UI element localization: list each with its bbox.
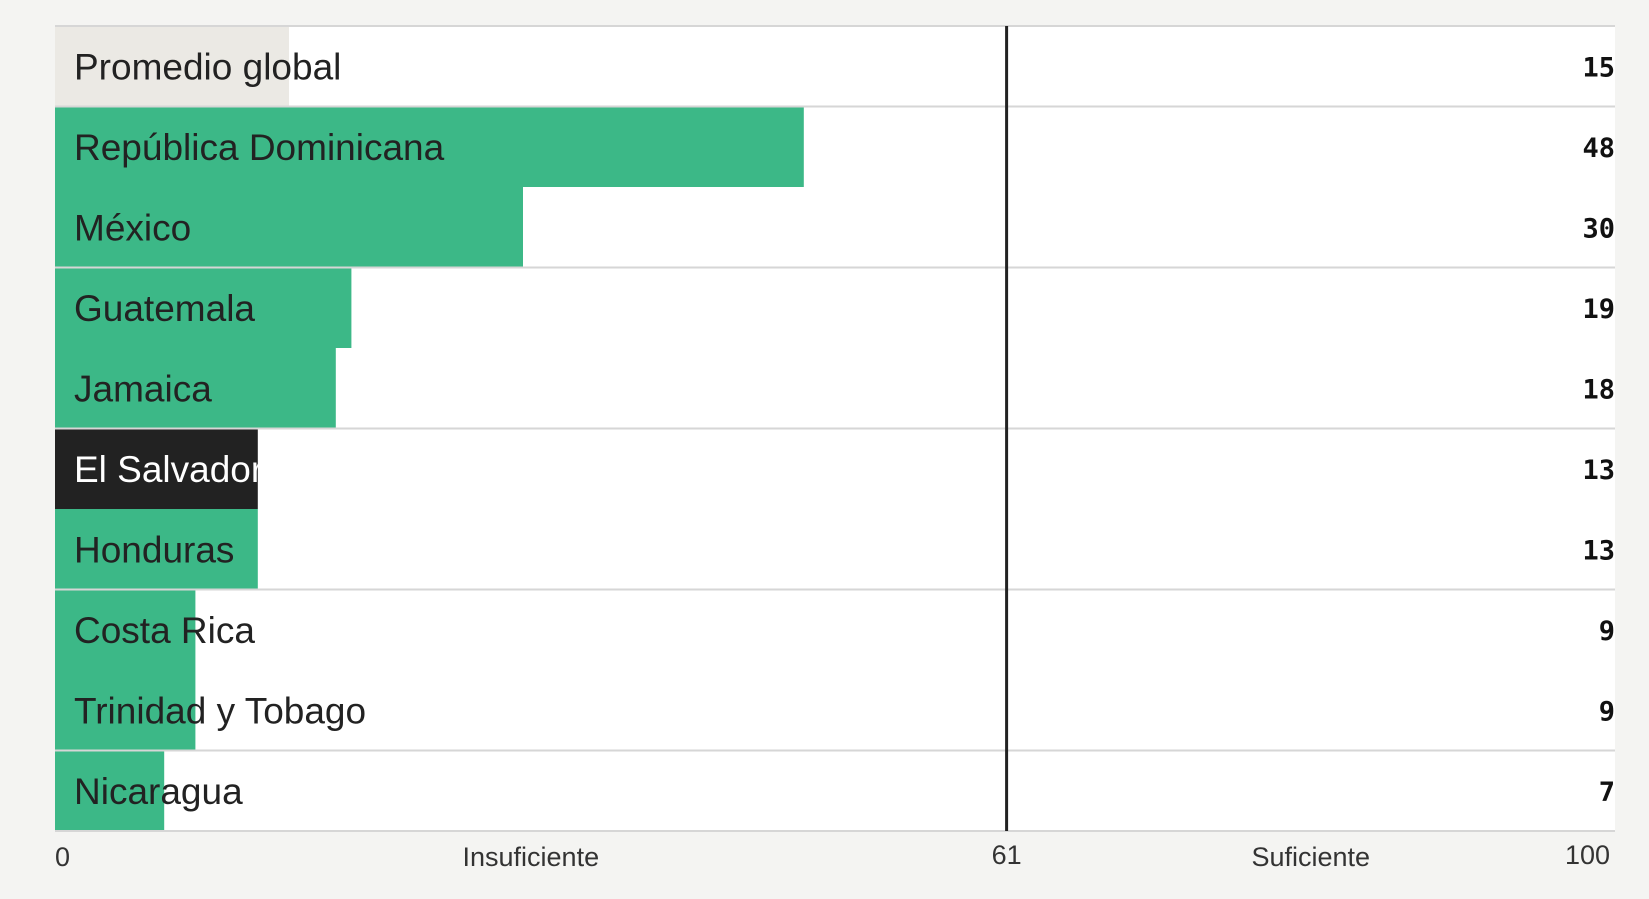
labels-layer: Promedio global 15 República Dominicana 48 M… xyxy=(74,46,1615,812)
category-label-promedio-global: Promedio global xyxy=(74,46,341,87)
category-label-republica-dominicana: República Dominicana xyxy=(74,127,445,168)
category-label-mexico: México xyxy=(74,207,191,248)
value-label-mexico: 30 xyxy=(1582,213,1615,244)
category-label-jamaica: Jamaica xyxy=(74,368,212,409)
bar-guatemala xyxy=(55,267,352,348)
bar-el-salvador xyxy=(55,428,258,509)
bar-honduras xyxy=(55,509,258,590)
category-label-costa-rica: Costa Rica xyxy=(74,610,255,651)
x-axis-label-suficiente: Suficiente xyxy=(1252,842,1371,872)
x-axis-label-insuficiente: Insuficiente xyxy=(463,842,600,872)
value-label-republica-dominicana: 48 xyxy=(1582,133,1615,164)
category-label-honduras: Honduras xyxy=(74,529,234,570)
bar-nicaragua xyxy=(55,750,165,831)
value-label-nicaragua: 7 xyxy=(1599,777,1615,808)
value-label-jamaica: 18 xyxy=(1582,374,1615,405)
bar-jamaica xyxy=(55,348,336,429)
axis-layer: 0 Insuficiente 61 Suficiente 100 xyxy=(55,840,1610,872)
category-label-guatemala: Guatemala xyxy=(74,288,255,329)
value-label-honduras: 13 xyxy=(1582,535,1615,566)
value-label-trinidad-y-tobago: 9 xyxy=(1599,696,1615,727)
value-label-costa-rica: 9 xyxy=(1599,616,1615,647)
bar-republica-dominicana xyxy=(55,106,804,187)
category-label-trinidad-y-tobago: Trinidad y Tobago xyxy=(74,690,366,731)
value-label-promedio-global: 15 xyxy=(1582,52,1615,83)
bar-trinidad-y-tobago xyxy=(55,670,196,751)
x-tick-label-min: 0 xyxy=(55,842,70,872)
bar-mexico xyxy=(55,187,523,268)
bar-costa-rica xyxy=(55,589,196,670)
x-tick-label-threshold: 61 xyxy=(992,840,1022,870)
value-label-guatemala: 19 xyxy=(1582,294,1615,325)
value-label-el-salvador: 13 xyxy=(1582,455,1615,486)
bar-promedio-global xyxy=(55,26,289,107)
category-label-nicaragua: Nicaragua xyxy=(74,771,243,812)
x-tick-label-max: 100 xyxy=(1565,840,1610,870)
separators-layer xyxy=(55,25,1615,832)
category-label-el-salvador: El Salvador xyxy=(74,449,263,490)
bars-layer xyxy=(55,26,804,831)
